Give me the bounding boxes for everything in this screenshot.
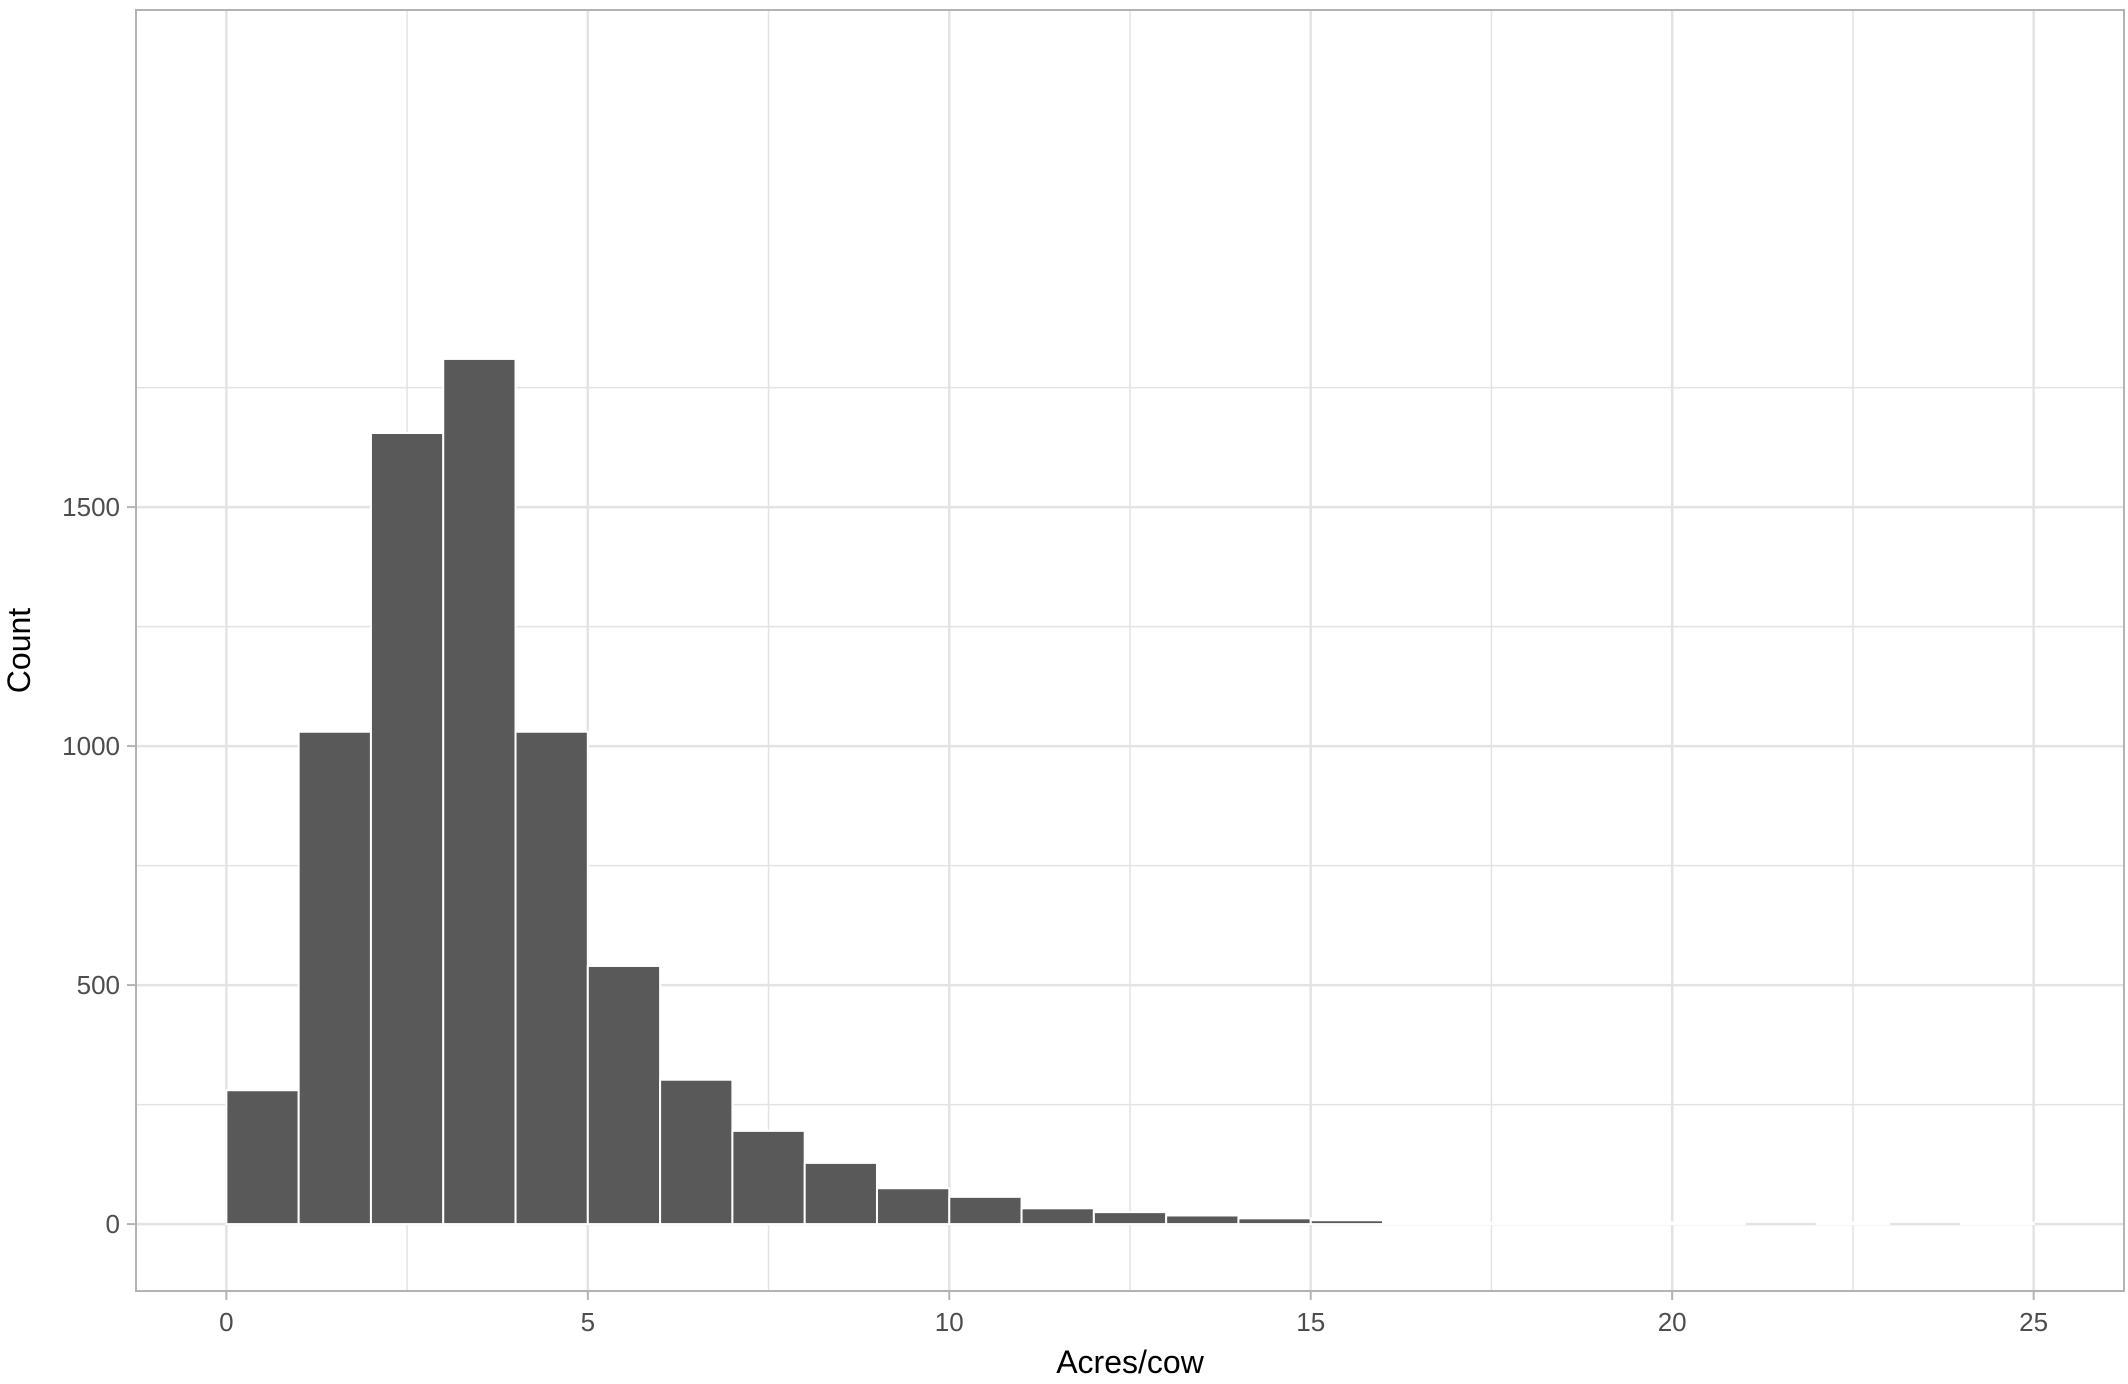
histogram-bar — [1092, 1211, 1168, 1226]
histogram-bar — [1671, 1221, 1746, 1226]
histogram-bar — [659, 1078, 734, 1226]
histogram-bar — [803, 1161, 878, 1226]
histogram-bar — [1526, 1221, 1601, 1226]
y-tick-label: 500 — [77, 970, 120, 1000]
histogram-bar — [1960, 1221, 2035, 1226]
histogram-bar — [731, 1129, 806, 1226]
histogram-bar — [1165, 1214, 1240, 1226]
x-tick-label: 5 — [581, 1307, 595, 1337]
histogram-bar — [586, 964, 662, 1226]
x-tick-label: 15 — [1296, 1307, 1325, 1337]
ticks-layer: 0 5 10 15 20 25 0 500 1000 1500 — [62, 492, 2048, 1337]
x-tick-label: 0 — [219, 1307, 233, 1337]
histogram-bar — [297, 730, 372, 1226]
histogram-bar — [442, 357, 517, 1226]
histogram-bar — [1454, 1221, 1529, 1226]
y-axis-title: Count — [1, 608, 37, 694]
histogram-bar — [514, 730, 589, 1226]
y-tick-label: 1500 — [62, 492, 120, 522]
histogram-bar — [1237, 1217, 1312, 1226]
histogram-bar — [225, 1089, 300, 1226]
histogram-bar — [875, 1187, 951, 1226]
x-tick-label: 20 — [1658, 1307, 1687, 1337]
histogram-bar — [1815, 1221, 1891, 1226]
y-tick-label: 1000 — [62, 731, 120, 761]
panel-border — [135, 9, 2125, 1292]
histogram-bar — [948, 1195, 1023, 1226]
y-tick-label: 0 — [106, 1209, 120, 1239]
x-tick-label: 10 — [935, 1307, 964, 1337]
histogram-bar — [1020, 1207, 1095, 1226]
bars-layer — [225, 357, 2035, 1226]
histogram-bar — [1309, 1219, 1385, 1226]
x-tick-label: 25 — [2019, 1307, 2048, 1337]
x-axis-title: Acres/cow — [1056, 1344, 1204, 1379]
histogram-bar — [369, 432, 445, 1226]
histogram-bar — [1598, 1221, 1674, 1226]
histogram-bar — [1382, 1221, 1457, 1226]
